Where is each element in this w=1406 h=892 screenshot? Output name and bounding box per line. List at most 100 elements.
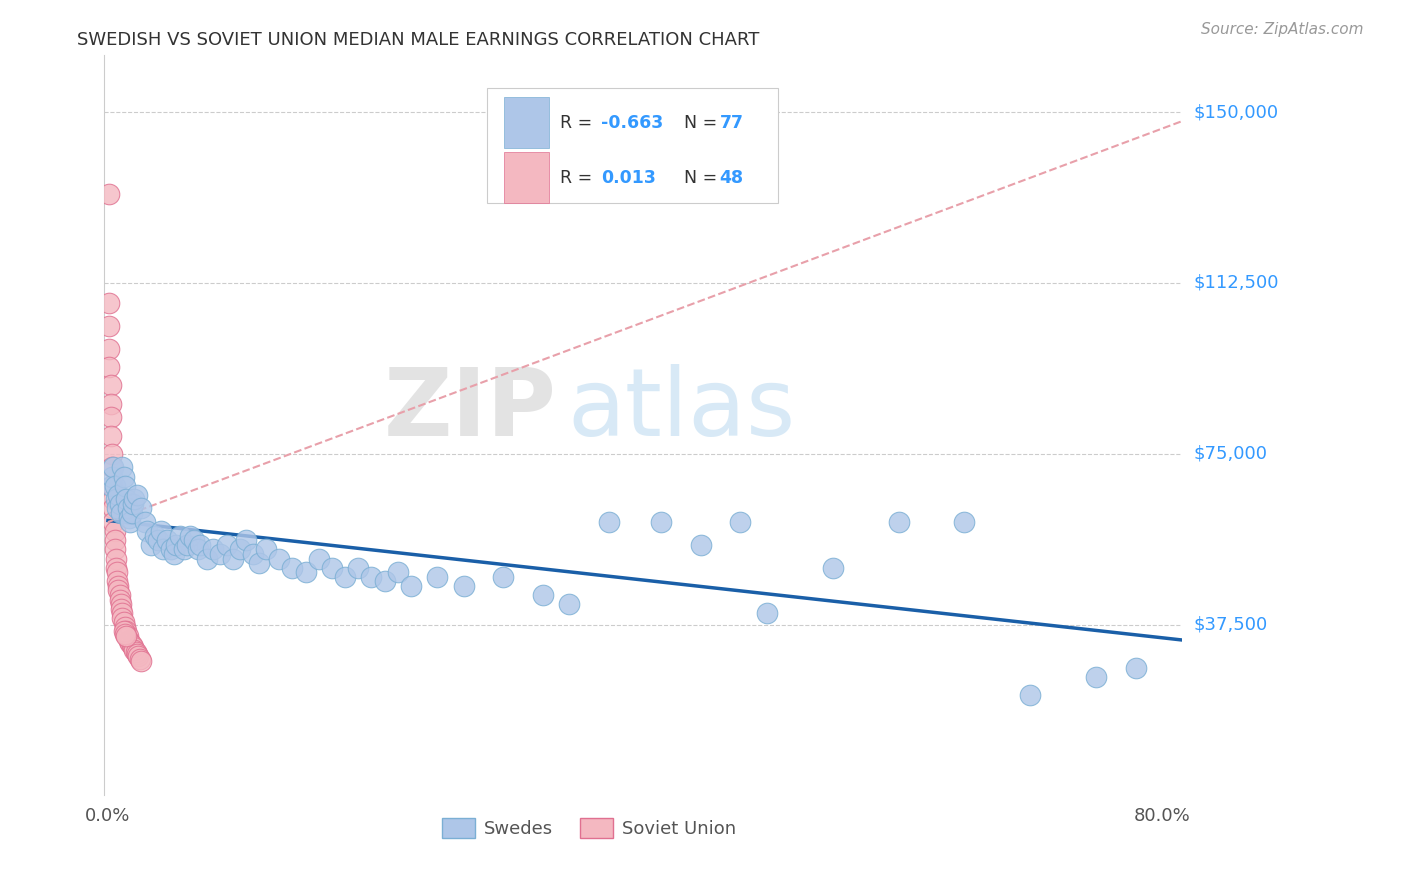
Point [156, 533, 179, 548]
Point [374, 574, 396, 589]
Point [103, 533, 125, 548]
Point [104, 551, 127, 566]
Point [222, 551, 245, 566]
Point [105, 574, 128, 589]
Text: 77: 77 [720, 114, 744, 132]
Point [122, 640, 145, 655]
Point [120, 515, 142, 529]
Point [117, 501, 139, 516]
Text: ZIP: ZIP [384, 365, 557, 457]
Point [228, 542, 250, 557]
Point [107, 579, 129, 593]
Point [730, 515, 752, 529]
Point [531, 588, 554, 602]
Point [426, 570, 449, 584]
Point [598, 515, 620, 529]
Point [100, 410, 122, 425]
Point [125, 488, 148, 502]
Point [149, 524, 172, 538]
Point [107, 488, 129, 502]
Text: atlas: atlas [568, 365, 796, 457]
Point [103, 492, 125, 507]
FancyBboxPatch shape [503, 97, 550, 148]
Point [103, 524, 125, 538]
Point [124, 492, 146, 507]
Point [129, 501, 152, 516]
Point [152, 542, 174, 557]
Point [755, 606, 778, 620]
Point [173, 542, 195, 557]
Point [145, 529, 167, 543]
Point [117, 629, 139, 643]
Point [821, 560, 844, 574]
Point [1085, 670, 1108, 684]
Point [100, 378, 122, 392]
Point [124, 642, 146, 657]
Point [114, 626, 136, 640]
Point [108, 592, 131, 607]
Point [118, 510, 141, 524]
Point [104, 560, 127, 574]
Point [124, 645, 146, 659]
Point [100, 478, 122, 492]
Point [399, 579, 422, 593]
Point [110, 597, 132, 611]
Point [360, 570, 382, 584]
Point [111, 611, 134, 625]
Point [188, 538, 211, 552]
Point [100, 397, 122, 411]
Point [114, 478, 136, 492]
Point [103, 460, 125, 475]
Point [105, 565, 128, 579]
Point [187, 542, 209, 557]
Point [112, 624, 135, 639]
Point [101, 478, 124, 492]
Point [953, 515, 976, 529]
Point [98, 187, 121, 202]
Point [101, 469, 124, 483]
Point [110, 601, 132, 615]
Text: $112,500: $112,500 [1194, 274, 1278, 292]
Text: N =: N = [673, 169, 723, 187]
Point [127, 649, 149, 664]
Point [321, 560, 343, 574]
Point [101, 460, 124, 475]
Point [128, 651, 150, 665]
Point [111, 606, 134, 620]
Point [103, 478, 125, 492]
Point [108, 588, 131, 602]
Point [294, 565, 316, 579]
Text: Source: ZipAtlas.com: Source: ZipAtlas.com [1201, 22, 1364, 37]
Point [120, 636, 142, 650]
Legend: Swedes, Soviet Union: Swedes, Soviet Union [434, 810, 742, 846]
Point [104, 492, 127, 507]
Point [254, 542, 277, 557]
Text: SWEDISH VS SOVIET UNION MEDIAN MALE EARNINGS CORRELATION CHART: SWEDISH VS SOVIET UNION MEDIAN MALE EARN… [77, 31, 759, 49]
Point [103, 515, 125, 529]
Point [249, 556, 271, 570]
Point [103, 501, 125, 516]
Text: R =: R = [560, 114, 598, 132]
Point [105, 501, 128, 516]
Text: 0.013: 0.013 [600, 169, 655, 187]
Point [281, 560, 304, 574]
Text: $37,500: $37,500 [1194, 615, 1267, 633]
Point [176, 538, 198, 552]
Point [242, 547, 264, 561]
Point [107, 583, 129, 598]
Point [387, 565, 409, 579]
Point [183, 533, 205, 548]
Point [122, 497, 145, 511]
Text: R =: R = [560, 169, 598, 187]
Point [202, 542, 225, 557]
FancyBboxPatch shape [486, 88, 778, 203]
Point [108, 497, 131, 511]
Point [690, 538, 713, 552]
Point [103, 542, 125, 557]
Point [121, 506, 143, 520]
Text: N =: N = [673, 114, 723, 132]
Point [558, 597, 581, 611]
Point [115, 624, 138, 639]
Text: $150,000: $150,000 [1194, 103, 1278, 121]
Point [235, 533, 257, 548]
